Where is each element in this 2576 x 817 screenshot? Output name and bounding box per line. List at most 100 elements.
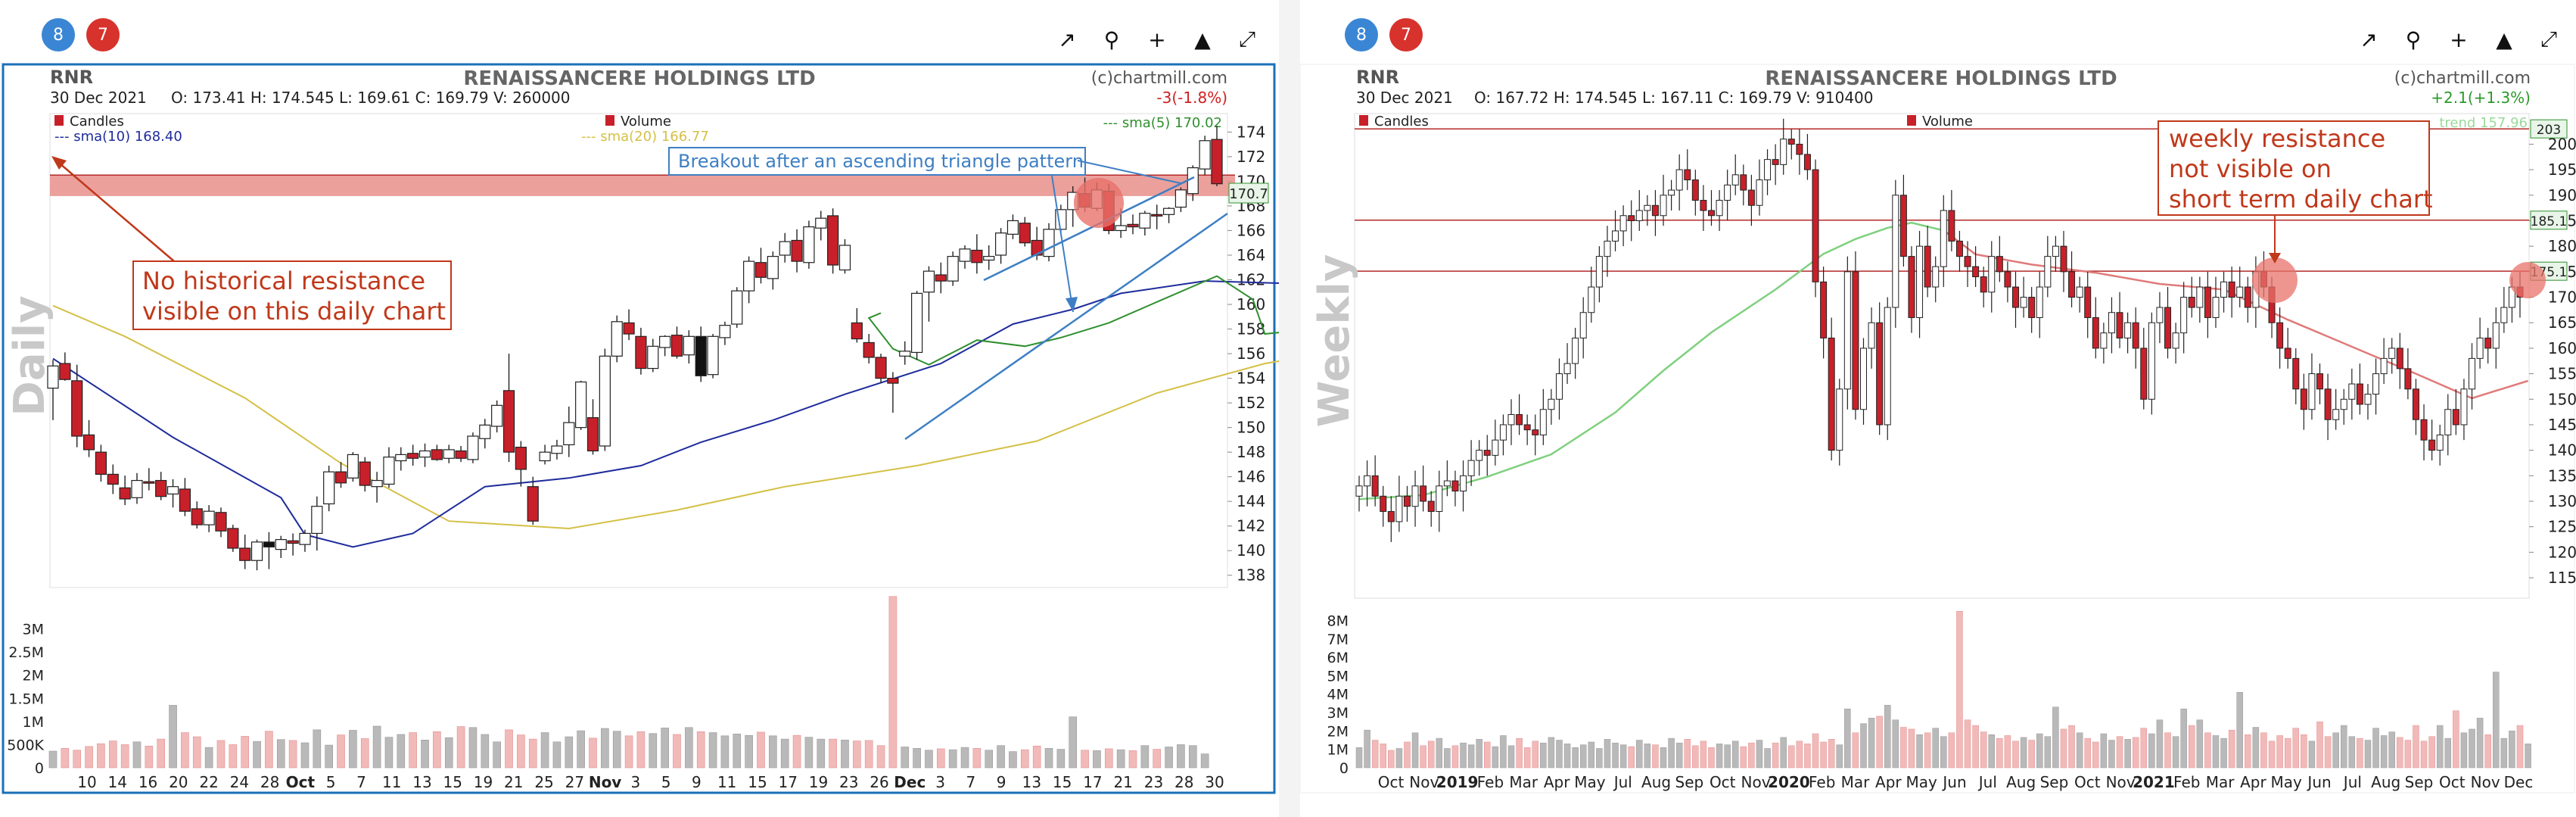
volume-bar — [2132, 737, 2139, 769]
candle-body — [1747, 189, 1755, 206]
candle-body — [743, 260, 755, 292]
volume-bar — [2436, 725, 2444, 769]
volume-bar — [1780, 737, 1787, 769]
candle-body — [1380, 495, 1387, 512]
x-axis-label: Oct — [1378, 773, 1405, 791]
expand-icon[interactable]: ⤢ — [1238, 27, 1256, 51]
expand-icon[interactable]: ⤢ — [2540, 27, 2558, 51]
volume-bar — [481, 734, 490, 769]
badge-red[interactable]: 7 — [86, 18, 120, 51]
candle-body — [1787, 139, 1795, 145]
badge-red[interactable]: 7 — [1389, 18, 1423, 51]
volume-bar — [1484, 741, 1491, 769]
candle-body — [1916, 245, 1924, 318]
volume-bar — [265, 731, 273, 769]
x-axis-label: 17 — [1083, 773, 1102, 791]
vol-tick-label: 5M — [1327, 668, 1349, 684]
volume-bar — [1563, 744, 1571, 769]
volume-bar — [780, 738, 789, 769]
candle-body — [2012, 286, 2020, 308]
candle-body — [2172, 332, 2179, 349]
candle-body — [155, 479, 167, 497]
volume-bar — [925, 750, 933, 769]
candle-body — [1932, 266, 1940, 288]
volume-bar — [2108, 740, 2115, 769]
external-link-icon[interactable]: ↗ — [1058, 27, 1076, 52]
volume-bar — [2493, 672, 2500, 769]
volume-bar — [2220, 737, 2227, 769]
candle-body — [467, 435, 479, 460]
breakout-annotation-text: Breakout after an ascending triangle pat… — [678, 151, 1084, 172]
plus-icon[interactable]: + — [2450, 27, 2468, 52]
x-axis-label: 3 — [935, 773, 945, 791]
candle-body — [2469, 357, 2476, 390]
y-tick-label: 155 — [2548, 365, 2576, 383]
volume-bar — [216, 740, 226, 769]
candle-body — [1899, 195, 1907, 257]
volume-bar — [456, 726, 465, 769]
x-axis-label: Sep — [2040, 773, 2069, 791]
volume-bar — [1972, 725, 1979, 769]
y-tick-label: 180 — [2548, 237, 2576, 255]
candle-body — [1539, 409, 1547, 435]
volume-bar — [1371, 740, 1379, 769]
volume-bar — [2172, 736, 2179, 769]
volume-bar — [349, 730, 357, 769]
volume-bar — [97, 743, 105, 769]
external-link-icon[interactable]: ↗ — [2360, 27, 2378, 52]
legend-trend: trend 157.96 — [2439, 115, 2528, 131]
badge-blue[interactable]: 8 — [1345, 18, 1378, 51]
x-axis-label: Dec — [894, 773, 926, 791]
volume-bar — [649, 733, 658, 769]
x-axis-label: Mar — [1841, 773, 1871, 791]
legend-volume: Volume — [621, 114, 671, 129]
x-axis-label: May — [1906, 773, 1937, 791]
vol-tick-label: 0 — [35, 760, 44, 777]
triangle-support-line — [904, 212, 1228, 441]
search-icon[interactable]: ⚲ — [2405, 27, 2422, 52]
candle-body — [1467, 460, 1475, 476]
bell-icon[interactable]: ▲ — [2496, 27, 2512, 52]
volume-bar — [2420, 741, 2428, 769]
volume-bar — [1009, 751, 1017, 769]
volume-bar — [181, 732, 189, 769]
volume-bar — [1056, 749, 1066, 769]
candle-body — [1972, 266, 1980, 278]
volume-bar — [1900, 727, 1907, 769]
candle-body — [1955, 240, 1963, 257]
volume-bar — [661, 728, 669, 769]
volume-bar — [1420, 745, 1426, 769]
volume-bar — [1444, 748, 1451, 769]
x-axis-label: 28 — [260, 773, 279, 791]
bell-icon[interactable]: ▲ — [1194, 27, 1211, 52]
volume-bar — [1404, 741, 1411, 769]
volume-bar — [565, 736, 574, 769]
candle-body — [1764, 159, 1772, 181]
volume-bar — [2164, 732, 2171, 769]
candle-body — [1876, 322, 1884, 426]
candle-body — [983, 256, 995, 261]
plus-icon[interactable]: + — [1148, 27, 1166, 52]
volume-bar — [1044, 748, 1053, 769]
volume-bar — [1523, 747, 1531, 769]
volume-bar — [1700, 741, 1707, 769]
volume-bar — [1908, 728, 1915, 769]
candle-body — [2332, 409, 2340, 420]
y-tick-label: 130 — [2548, 492, 2576, 510]
volume-bar — [1411, 732, 1419, 769]
search-icon[interactable]: ⚲ — [1103, 27, 1120, 52]
volume-bar — [2276, 735, 2283, 769]
candle-body — [707, 335, 719, 376]
vol-tick-label: 7M — [1327, 631, 1349, 648]
volume-bar — [1436, 737, 1443, 769]
y-tick-label: 162 — [1237, 271, 1265, 289]
volume-bar — [1804, 744, 1811, 769]
candle-body — [215, 512, 227, 532]
badge-blue[interactable]: 8 — [42, 18, 75, 51]
candle-body — [1420, 485, 1427, 502]
x-axis-label: Nov — [2106, 773, 2136, 791]
level-price-box — [2530, 119, 2568, 139]
volume-bar — [2292, 728, 2300, 769]
volume-bar — [2245, 734, 2251, 769]
candle-body — [1507, 413, 1515, 426]
